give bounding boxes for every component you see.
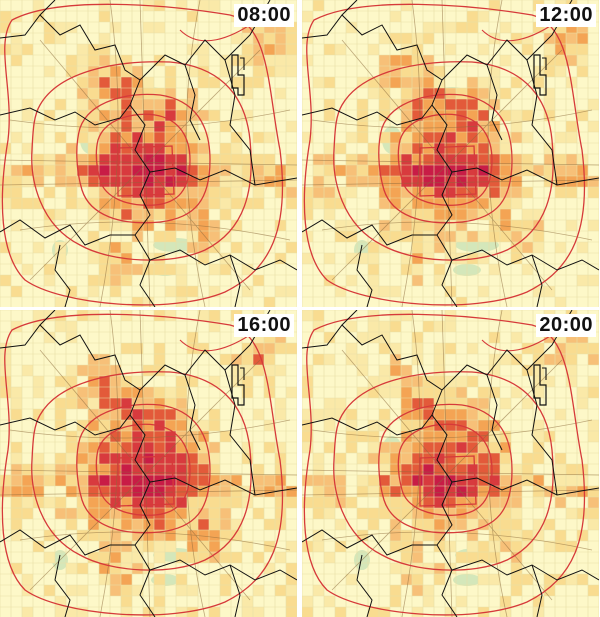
time-label-2: 12:00 — [536, 4, 596, 27]
density-map-2 — [302, 0, 599, 307]
time-label-4: 20:00 — [536, 314, 596, 337]
density-map-1 — [0, 0, 297, 307]
map-panel-1: 08:00 — [0, 0, 297, 307]
map-panel-3: 16:00 — [0, 310, 297, 617]
map-panel-2: 12:00 — [302, 0, 599, 307]
density-map-4 — [302, 310, 599, 617]
map-panel-4: 20:00 — [302, 310, 599, 617]
time-label-1: 08:00 — [234, 4, 294, 27]
time-label-3: 16:00 — [234, 314, 294, 337]
density-map-3 — [0, 310, 297, 617]
